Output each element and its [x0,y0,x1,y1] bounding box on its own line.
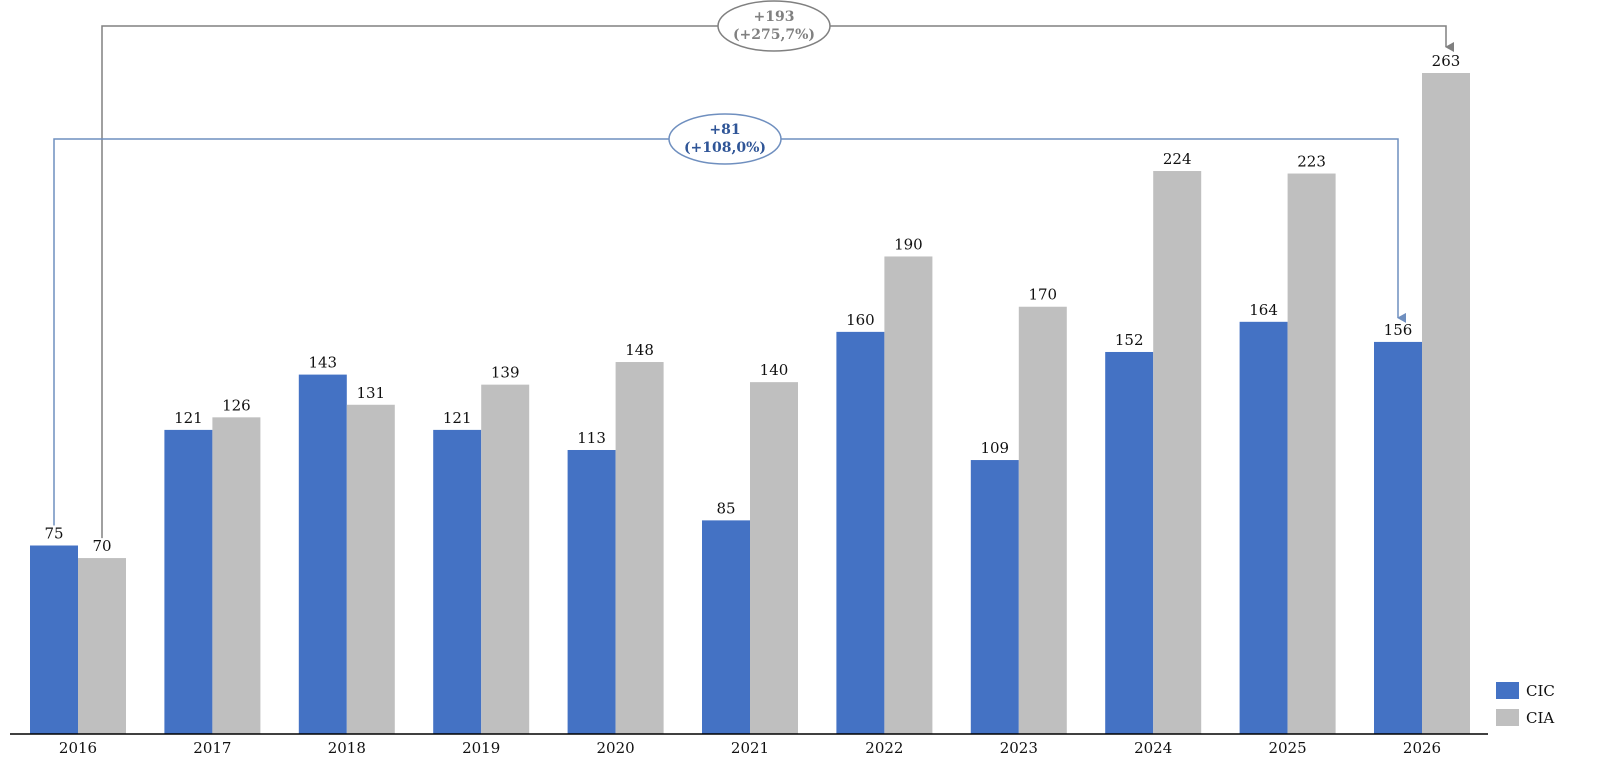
value-label-cia-2026: 263 [1432,52,1461,70]
value-label-cia-2022: 190 [894,235,923,253]
bar-cia-2018 [346,404,395,734]
legend-swatch-cia [1496,709,1519,726]
legend-swatch-cic [1496,682,1519,699]
value-label-cia-2016: 70 [92,537,111,555]
value-label-cic-2020: 113 [577,429,606,447]
value-label-cia-2025: 223 [1297,153,1326,171]
value-label-cic-2019: 121 [443,409,472,427]
x-tick-label-2019: 2019 [462,739,500,757]
x-tick-label-2016: 2016 [59,739,97,757]
value-label-cic-2025: 164 [1249,301,1278,319]
annotation-bubble-cic [668,113,782,165]
bar-cia-2021 [750,382,798,734]
x-tick-label-2017: 2017 [193,739,231,757]
x-tick-labels-layer: 2016 2017 2018 2019 2020 2021 2022 2023 2024 2025… [59,739,1441,757]
bar-cia-2023 [1018,306,1067,734]
bar-cic-2020 [567,449,616,734]
value-label-cic-2017: 121 [174,409,203,427]
value-label-cia-2024: 224 [1163,150,1192,168]
bar-cia-2017 [212,417,261,734]
value-label-cic-2021: 85 [716,499,735,517]
value-label-cia-2017: 126 [222,396,251,414]
value-label-cic-2018: 143 [308,354,337,372]
annotation-cia-change: +193 (+275,7%) [101,0,1454,539]
value-labels-layer: 75 70 121 126 143 131 121 139 113 148 85 140 160 190 1… [44,52,1460,555]
annotation-delta-cia: +193 [754,9,795,25]
value-label-cia-2019: 139 [491,364,520,382]
legend: CIC CIA [1496,682,1555,727]
x-tick-label-2022: 2022 [865,739,903,757]
value-label-cia-2023: 170 [1028,286,1057,304]
x-tick-label-2023: 2023 [1000,739,1038,757]
change-annotations-layer: +193 (+275,7%) +81 (+108,0%) [53,0,1454,539]
bar-cic-2025 [1239,321,1288,734]
bar-cic-2019 [433,429,482,734]
value-label-cia-2020: 148 [625,341,654,359]
x-tick-label-2018: 2018 [328,739,366,757]
bar-cic-2022 [836,331,885,734]
x-tick-label-2020: 2020 [597,739,635,757]
bars-layer [30,73,1470,734]
legend-label-cia: CIA [1526,709,1554,727]
annotation-bubble-cia [717,0,831,52]
value-label-cic-2022: 160 [846,311,875,329]
x-tick-label-2021: 2021 [731,739,769,757]
bar-cic-2023 [970,460,1019,734]
annotation-percent-cia: (+275,7%) [733,27,815,43]
bar-cia-2025 [1287,173,1336,734]
bar-cia-2020 [615,362,664,734]
bar-cia-2022 [884,256,933,734]
x-tick-label-2026: 2026 [1403,739,1441,757]
annotation-cic-change: +81 (+108,0%) [53,113,1406,526]
bar-cia-2024 [1153,171,1202,734]
value-label-cic-2016: 75 [44,525,63,543]
value-label-cic-2026: 156 [1384,321,1413,339]
bar-cic-2018 [298,374,347,734]
legend-label-cic: CIC [1526,682,1555,700]
bar-cia-2016 [78,558,126,734]
x-tick-label-2024: 2024 [1134,739,1172,757]
annotation-percent-cic: (+108,0%) [684,140,766,156]
value-label-cia-2018: 131 [356,384,385,402]
bar-cic-2016 [30,545,78,734]
bar-cic-2026 [1374,341,1422,734]
value-label-cic-2023: 109 [980,439,1009,457]
annotation-delta-cic: +81 [709,122,740,138]
bar-cia-2026 [1422,73,1470,734]
x-tick-label-2025: 2025 [1269,739,1307,757]
bar-cia-2019 [481,384,530,734]
bar-cic-2017 [164,429,213,734]
value-label-cia-2021: 140 [760,361,789,379]
bar-cic-2021 [702,520,750,734]
value-label-cic-2024: 152 [1115,331,1144,349]
bar-cic-2024 [1105,351,1154,734]
